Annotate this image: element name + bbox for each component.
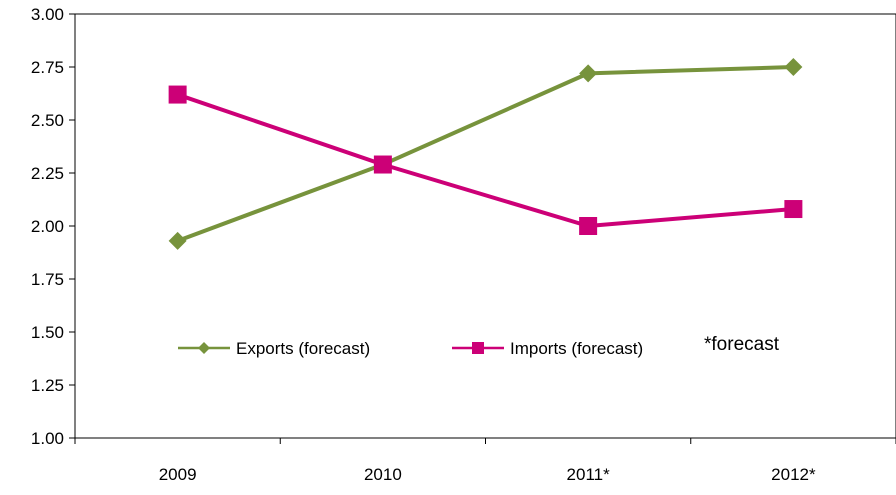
legend-marker xyxy=(198,342,210,354)
data-point-marker xyxy=(784,200,803,219)
y-tick-label: 2.25 xyxy=(31,164,64,183)
x-tick-label: 2010 xyxy=(364,465,402,484)
legend-item: Imports (forecast) xyxy=(452,339,643,358)
data-point-marker xyxy=(373,155,392,174)
plot-area-border xyxy=(74,13,896,439)
x-tick-label: 2012* xyxy=(771,465,816,484)
data-point-marker xyxy=(784,58,803,76)
y-tick-label: 1.25 xyxy=(31,376,64,395)
series-exports xyxy=(168,58,803,250)
data-point-marker xyxy=(579,64,598,83)
y-tick-label: 2.75 xyxy=(31,58,64,77)
legend-marker xyxy=(472,342,484,354)
x-axis-tick-labels: 2009 2010 2011* 2012* xyxy=(159,465,816,484)
y-tick-label: 1.75 xyxy=(31,270,64,289)
legend-label: Exports (forecast) xyxy=(236,339,370,358)
y-tick-label: 2.50 xyxy=(31,111,64,130)
chart-axes xyxy=(69,13,896,444)
series-layer xyxy=(168,58,803,250)
series-line xyxy=(176,65,794,243)
y-tick-label: 2.00 xyxy=(31,217,64,236)
legend-label: Imports (forecast) xyxy=(510,339,643,358)
x-tick-label: 2009 xyxy=(159,465,197,484)
y-tick-label: 1.00 xyxy=(31,429,64,448)
y-axis-tick-labels: 1.00 1.25 1.50 1.75 2.00 2.25 2.50 2.75 3.00 xyxy=(31,5,64,448)
y-tick-label: 3.00 xyxy=(31,5,64,24)
series-line xyxy=(176,92,794,228)
data-point-marker xyxy=(168,85,187,104)
data-point-marker xyxy=(168,231,187,250)
legend: Exports (forecast) Imports (forecast) xyxy=(178,339,643,358)
data-point-marker xyxy=(579,217,598,235)
x-tick-label: 2011* xyxy=(567,465,611,484)
y-tick-label: 1.50 xyxy=(31,323,64,342)
forecast-note: *forecast xyxy=(704,334,780,355)
series-imports xyxy=(168,85,803,235)
legend-item: Exports (forecast) xyxy=(178,339,370,358)
